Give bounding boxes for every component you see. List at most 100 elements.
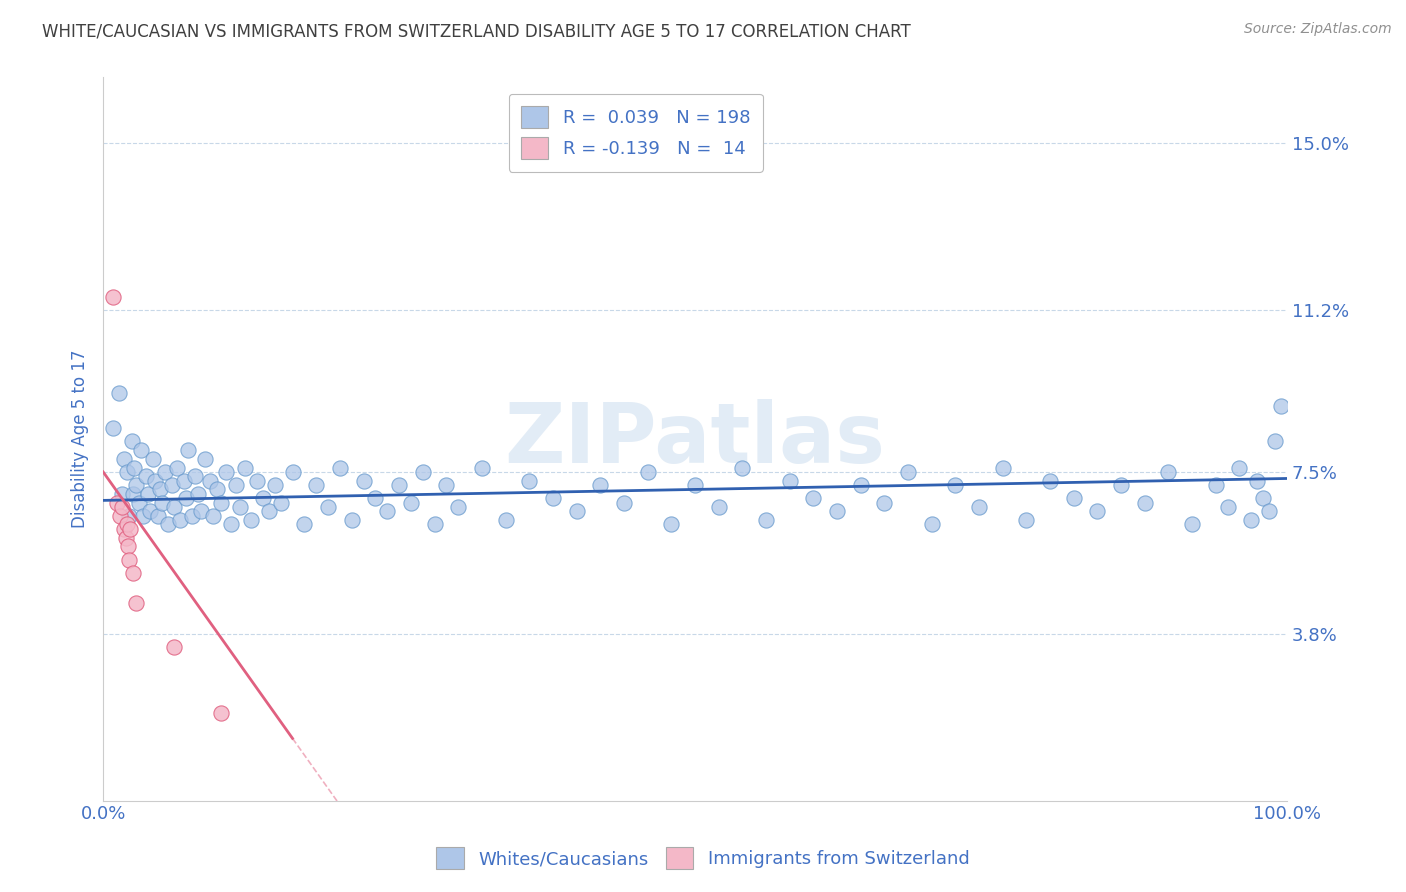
Point <box>121 566 143 580</box>
Point <box>305 478 328 492</box>
Point <box>139 504 162 518</box>
Point <box>613 495 636 509</box>
Point <box>447 500 470 514</box>
Point <box>150 495 173 509</box>
Point <box>163 640 186 655</box>
Point <box>128 495 150 509</box>
Y-axis label: Disability Age 5 to 17: Disability Age 5 to 17 <box>72 350 89 528</box>
Point <box>1251 491 1274 506</box>
Point <box>849 478 872 492</box>
Point <box>434 478 457 492</box>
Legend: Whites/Caucasians, Immigrants from Switzerland: Whites/Caucasians, Immigrants from Switz… <box>427 838 979 879</box>
Point <box>115 465 138 479</box>
Point <box>517 474 540 488</box>
Point <box>1229 460 1251 475</box>
Point <box>257 504 280 518</box>
Point <box>246 474 269 488</box>
Point <box>1205 478 1227 492</box>
Point <box>1216 500 1239 514</box>
Point <box>166 460 188 475</box>
Point <box>1063 491 1085 506</box>
Point <box>388 478 411 492</box>
Legend: R =  0.039   N = 198, R = -0.139   N =  14: R = 0.039 N = 198, R = -0.139 N = 14 <box>509 94 763 172</box>
Point <box>225 478 247 492</box>
Point <box>589 478 612 492</box>
Point <box>111 500 134 514</box>
Point <box>423 517 446 532</box>
Point <box>177 442 200 457</box>
Point <box>115 517 138 532</box>
Point <box>101 421 124 435</box>
Point <box>135 469 157 483</box>
Point <box>114 451 136 466</box>
Point <box>117 540 139 554</box>
Point <box>1270 399 1292 413</box>
Point <box>120 522 142 536</box>
Point <box>163 500 186 514</box>
Point <box>991 460 1014 475</box>
Point <box>1087 504 1109 518</box>
Point <box>707 500 730 514</box>
Point <box>229 500 252 514</box>
Point <box>180 508 202 523</box>
Point <box>125 596 148 610</box>
Point <box>873 495 896 509</box>
Point <box>233 460 256 475</box>
Point <box>1039 474 1062 488</box>
Point <box>160 478 183 492</box>
Point <box>399 495 422 509</box>
Point <box>1258 504 1281 518</box>
Point <box>108 508 131 523</box>
Point <box>329 460 352 475</box>
Point <box>122 460 145 475</box>
Point <box>202 508 225 523</box>
Point <box>375 504 398 518</box>
Point <box>105 495 128 509</box>
Point <box>240 513 263 527</box>
Point <box>637 465 659 479</box>
Point <box>1264 434 1286 449</box>
Point <box>270 495 292 509</box>
Point <box>157 517 180 532</box>
Point <box>173 474 195 488</box>
Point <box>129 442 152 457</box>
Point <box>263 478 285 492</box>
Point <box>731 460 754 475</box>
Point <box>471 460 494 475</box>
Point <box>565 504 588 518</box>
Point <box>215 465 238 479</box>
Point <box>659 517 682 532</box>
Point <box>211 706 233 720</box>
Point <box>801 491 824 506</box>
Point <box>779 474 801 488</box>
Point <box>121 434 143 449</box>
Point <box>121 487 143 501</box>
Point <box>125 478 148 492</box>
Text: Source: ZipAtlas.com: Source: ZipAtlas.com <box>1244 22 1392 37</box>
Point <box>111 487 134 501</box>
Point <box>153 465 176 479</box>
Point <box>114 531 136 545</box>
Point <box>118 508 141 523</box>
Point <box>281 465 304 479</box>
Text: ZIPatlas: ZIPatlas <box>505 399 886 480</box>
Point <box>921 517 943 532</box>
Point <box>755 513 778 527</box>
Point <box>114 522 136 536</box>
Point <box>945 478 967 492</box>
Point <box>541 491 564 506</box>
Point <box>412 465 434 479</box>
Point <box>1133 495 1156 509</box>
Point <box>683 478 706 492</box>
Point <box>146 508 169 523</box>
Point <box>149 483 172 497</box>
Point <box>142 451 165 466</box>
Point <box>132 508 155 523</box>
Point <box>340 513 363 527</box>
Point <box>1246 474 1268 488</box>
Point <box>1015 513 1038 527</box>
Point <box>211 495 233 509</box>
Point <box>101 289 124 303</box>
Point <box>118 552 141 566</box>
Point <box>143 474 166 488</box>
